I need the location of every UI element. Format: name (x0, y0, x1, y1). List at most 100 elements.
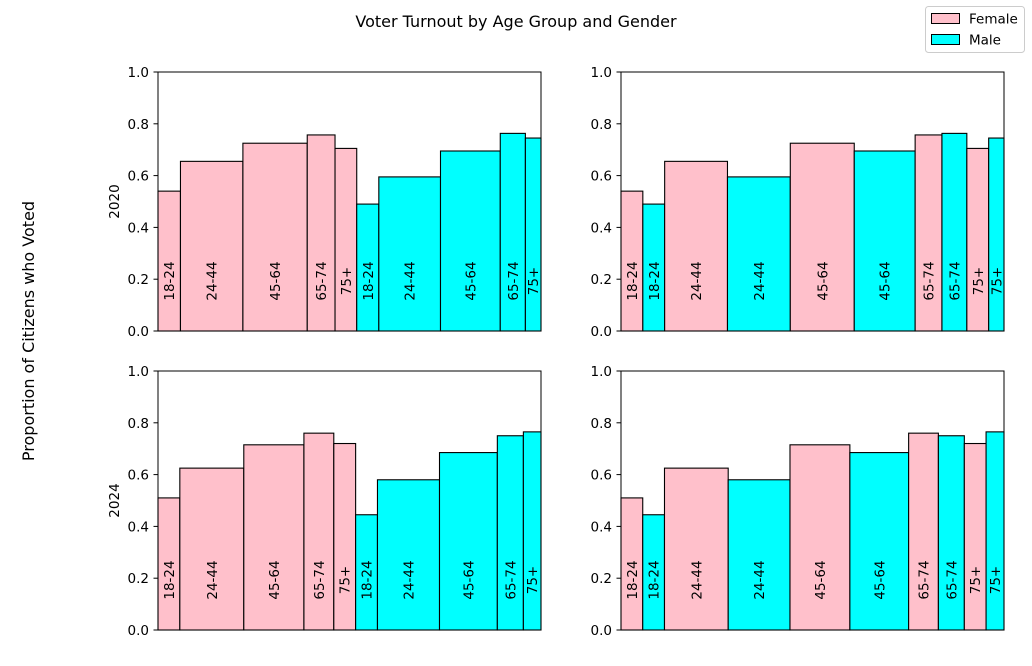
bar-label-18-24: 18-24 (360, 560, 376, 599)
chart-panels: 18-24 24-44 45-64 65-74 75+ 18-24 24-44 45-64 65… (107, 65, 1005, 639)
bar-label-18-24: 18-24 (625, 560, 641, 599)
bar-female-75plus (963, 442, 987, 631)
legend-swatch-female (931, 13, 960, 24)
y-tick-label: 1.0 (128, 364, 149, 380)
row-label: 2020 (107, 184, 123, 218)
axes-frame (620, 71, 1005, 332)
bar-label-18-24: 18-24 (625, 261, 641, 300)
y-tick-label: 0.2 (591, 272, 612, 288)
bar-label-45-64: 45-64 (268, 261, 284, 300)
bar-label-24-44: 24-44 (205, 560, 221, 599)
bar-label-65-74: 65-74 (506, 261, 522, 300)
figure-title: Voter Turnout by Age Group and Gender (355, 12, 677, 31)
bar-label-65-74: 65-74 (314, 261, 330, 300)
y-tick-label: 0.4 (128, 220, 149, 236)
bar-label-45-64: 45-64 (463, 261, 479, 300)
bar-label-65-74: 65-74 (503, 560, 519, 599)
axes-frame (620, 370, 1005, 631)
bar-male-65-74 (937, 435, 965, 631)
bar-label-45-64: 45-64 (878, 261, 894, 300)
bar-label-45-64: 45-64 (815, 261, 831, 300)
legend: Female Male (925, 6, 1025, 53)
bar-label-65-74: 65-74 (312, 560, 328, 599)
bar-male-24-44 (376, 479, 441, 631)
bar-label-45-64: 45-64 (461, 560, 477, 599)
bar-label-18-24: 18-24 (361, 261, 377, 300)
y-tick-label: 0.4 (128, 519, 149, 535)
bar-label-24-44: 24-44 (752, 261, 768, 300)
y-tick-label: 0.4 (591, 220, 612, 236)
bar-label-18-24: 18-24 (162, 261, 178, 300)
y-tick-label: 0.2 (128, 571, 149, 587)
legend-label-male: Male (969, 33, 1001, 49)
bar-label-24-44: 24-44 (689, 261, 705, 300)
bar-label-18-24: 18-24 (647, 261, 663, 300)
y-tick-label: 0.8 (128, 416, 149, 432)
bar-label-18-24: 18-24 (162, 560, 178, 599)
y-tick-label: 1.0 (591, 364, 612, 380)
bar-label-24-44: 24-44 (401, 560, 417, 599)
bar-label-75plus: 75+ (339, 267, 355, 296)
y-tick-label: 0.0 (591, 623, 612, 639)
y-tick-label: 0.2 (128, 272, 149, 288)
bar-female-65-74 (306, 134, 336, 332)
y-tick-label: 0.8 (128, 117, 149, 133)
bar-female-18-24 (157, 190, 182, 332)
panel-3: 18-24 24-44 45-64 65-74 75+ 18-24 24-44 45-64 65… (107, 364, 542, 639)
bar-female-75plus (333, 442, 357, 631)
y-tick-label: 0.4 (591, 519, 612, 535)
row-label: 2024 (107, 483, 123, 517)
bar-label-24-44: 24-44 (689, 560, 705, 599)
y-tick-label: 0.8 (591, 416, 612, 432)
bar-male-45-64 (849, 452, 910, 631)
bar-label-75plus: 75+ (525, 566, 541, 595)
y-tick-label: 0.6 (591, 468, 612, 484)
panel-4: 18-24 18-24 24-44 24-44 45-64 45-64 65-74 65-74… (591, 364, 1005, 639)
bar-male-75plus (524, 137, 542, 332)
bar-label-24-44: 24-44 (752, 560, 768, 599)
bar-male-75plus (522, 431, 542, 631)
bar-female-18-24 (620, 190, 644, 332)
bar-female-75plus (334, 147, 358, 332)
panel-2: 18-24 18-24 24-44 24-44 45-64 45-64 65-74 65-74… (591, 65, 1006, 340)
bar-male-45-64 (853, 150, 916, 332)
bar-label-45-64: 45-64 (813, 560, 829, 599)
bar-label-65-74: 65-74 (947, 261, 963, 300)
bar-male-45-64 (438, 452, 498, 631)
bar-label-65-74: 65-74 (944, 560, 960, 599)
bar-female-75plus (966, 147, 990, 332)
y-tick-label: 0.6 (128, 468, 149, 484)
bar-male-75plus (988, 137, 1005, 332)
y-tick-label: 0.0 (591, 324, 612, 340)
bar-male-45-64 (439, 150, 501, 332)
bar-label-75plus: 75+ (989, 267, 1005, 296)
bar-label-24-44: 24-44 (403, 261, 419, 300)
bar-male-24-44 (378, 176, 442, 332)
bar-female-45-64 (789, 142, 855, 332)
bar-male-65-74 (496, 435, 524, 631)
y-tick-label: 0.8 (591, 117, 612, 133)
bar-female-24-44 (179, 467, 245, 631)
bar-female-24-44 (179, 160, 244, 332)
y-tick-label: 0.0 (128, 324, 149, 340)
bar-female-65-74 (914, 134, 943, 332)
bar-label-24-44: 24-44 (205, 261, 221, 300)
axes-frame (157, 370, 542, 631)
bar-female-24-44 (663, 467, 729, 631)
bar-male-75plus (985, 431, 1005, 631)
legend-label-female: Female (969, 12, 1018, 28)
figure-y-axis-label: Proportion of Citizens who Voted (19, 201, 38, 461)
y-tick-label: 1.0 (128, 65, 149, 81)
bar-label-18-24: 18-24 (647, 560, 663, 599)
bar-male-24-44 (727, 479, 791, 631)
bar-female-45-64 (789, 444, 851, 631)
bar-label-75plus: 75+ (338, 566, 354, 595)
y-tick-label: 0.6 (128, 169, 149, 185)
bar-label-75plus: 75+ (968, 566, 984, 595)
bar-label-65-74: 65-74 (917, 560, 933, 599)
bar-label-75plus: 75+ (526, 267, 542, 296)
bar-female-45-64 (243, 444, 305, 631)
bar-female-45-64 (242, 142, 308, 332)
